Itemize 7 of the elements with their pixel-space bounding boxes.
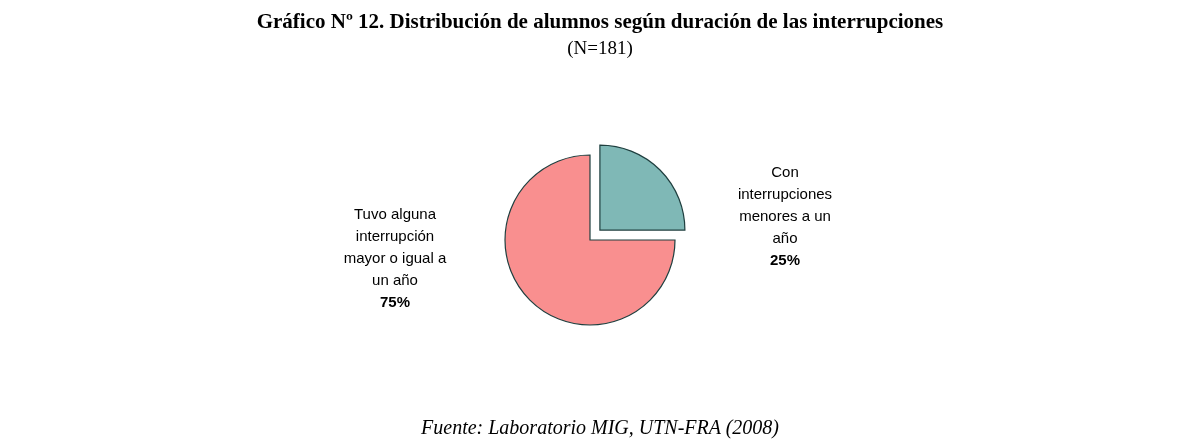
slice-label: Con interrupciones menores a un año [737, 162, 833, 246]
chart-subtitle: (N=181) [567, 37, 633, 59]
data-label: 25% [769, 250, 801, 268]
slice-label: Tuvo alguna interrupción mayor o igual a un año [343, 205, 447, 289]
data-label: 75% [379, 293, 411, 311]
chart-title: Gráfico Nº 12. Distribución de alumnos según duración de las interrupciones [256, 9, 944, 33]
source-note: Fuente: Laboratorio MIG, UTN-FRA (2008) [420, 416, 780, 439]
